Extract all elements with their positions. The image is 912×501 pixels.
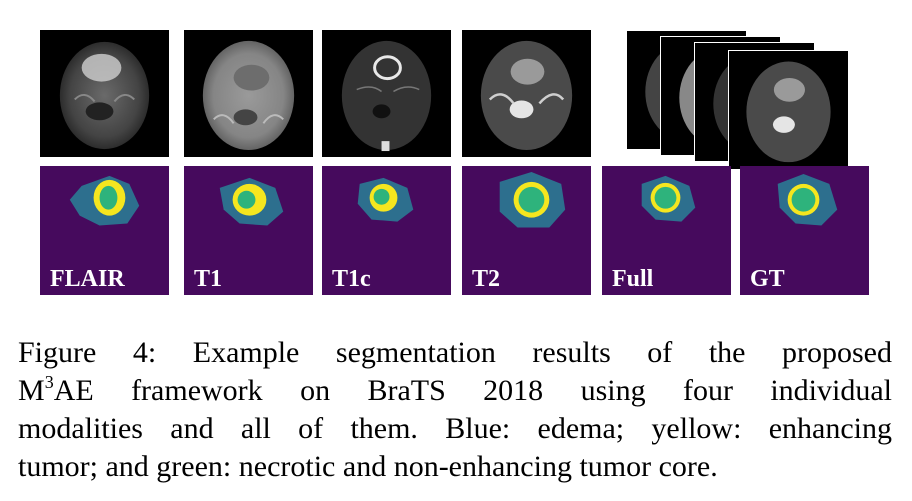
panel-label: T1 bbox=[194, 266, 223, 292]
figure-caption: Figure 4: Example segmentation results o… bbox=[18, 334, 892, 486]
panel-label: T2 bbox=[472, 266, 501, 292]
mri-full-stack bbox=[626, 30, 866, 180]
caption-line-1: Figure 4: Example segmentation results o… bbox=[18, 336, 892, 369]
mri-stack-slice bbox=[728, 50, 849, 170]
caption-m: M bbox=[18, 374, 45, 407]
seg-panel-full: Full bbox=[602, 166, 731, 295]
caption-line-2: M3AE framework on BraTS 2018 using four … bbox=[18, 372, 892, 410]
mri-t1c-image bbox=[322, 30, 451, 157]
seg-panel-t1c: T1c bbox=[322, 166, 451, 295]
panel-label: GT bbox=[750, 266, 785, 292]
caption-line-4: tumor; and green: necrotic and non-enhan… bbox=[18, 450, 718, 483]
mri-t1-image bbox=[184, 30, 313, 157]
mri-flair-image bbox=[40, 30, 169, 157]
caption-line-2-text: AE framework on BraTS 2018 using four in… bbox=[53, 374, 892, 407]
panel-label: T1c bbox=[332, 266, 371, 292]
panel-label: Full bbox=[612, 266, 654, 292]
panel-label: FLAIR bbox=[50, 266, 125, 292]
caption-superscript: 3 bbox=[44, 372, 54, 392]
seg-panel-gt: GT bbox=[740, 166, 869, 295]
seg-panel-t1: T1 bbox=[184, 166, 313, 295]
seg-panel-t2: T2 bbox=[462, 166, 591, 295]
caption-line-3: modalities and all of them. Blue: edema;… bbox=[18, 412, 892, 445]
seg-panel-flair: FLAIR bbox=[40, 166, 169, 295]
mri-t2-image bbox=[462, 30, 591, 157]
